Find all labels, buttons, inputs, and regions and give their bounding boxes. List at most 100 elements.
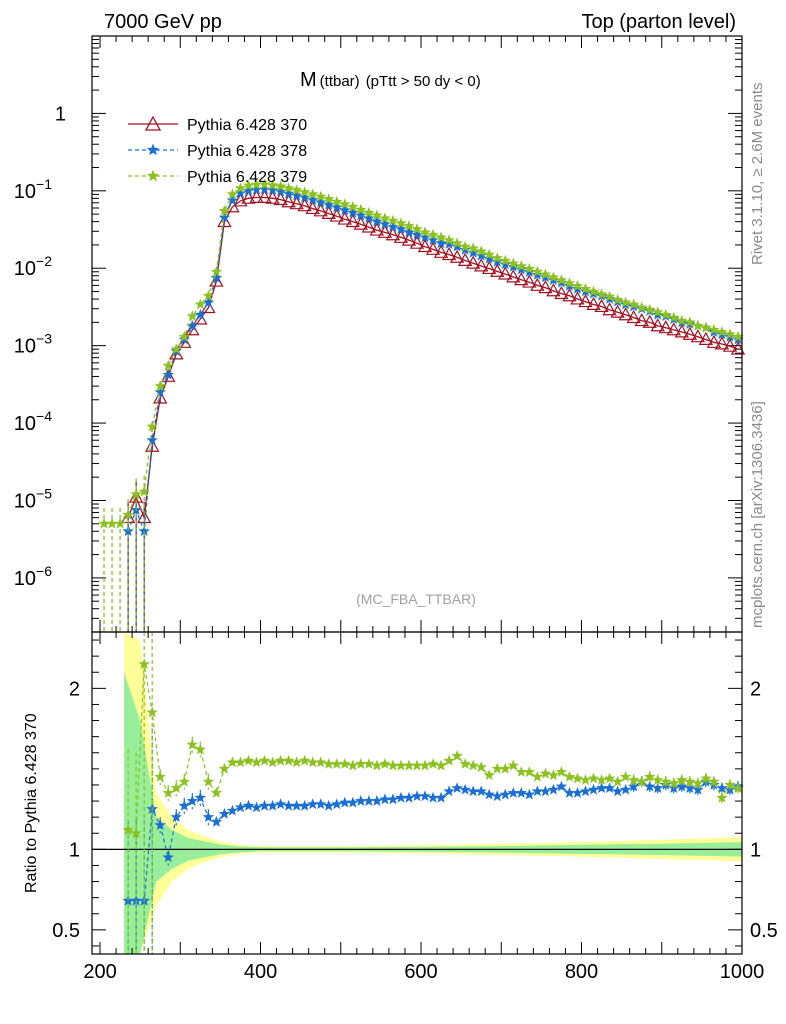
ratio-point-star: [619, 783, 632, 795]
main-point-star: [114, 517, 126, 529]
main-point-star: [178, 330, 190, 342]
main-point-star: [339, 204, 351, 216]
main-point-triangle: [514, 271, 529, 286]
main-point-triangle: [385, 227, 401, 241]
main-point-star: [186, 319, 198, 331]
main-point-star: [331, 201, 343, 213]
ratio-point-star: [668, 777, 680, 789]
ratio-y-tick-label: 1: [69, 839, 80, 861]
main-point-star: [708, 323, 720, 335]
main-point-star: [684, 316, 696, 328]
ratio-point-star: [644, 780, 656, 792]
main-point-triangle: [393, 229, 409, 243]
main-point-triangle: [650, 318, 665, 332]
main-point-star: [483, 252, 495, 264]
main-point-triangle: [305, 200, 320, 215]
ratio-point-star: [242, 799, 255, 811]
ratio-point-star: [459, 783, 471, 795]
main-point-star: [419, 231, 431, 243]
main-y-tick-base: 10: [14, 181, 36, 203]
main-point-star: [523, 266, 536, 277]
ratio-point-star: [226, 756, 239, 768]
ratio-point-star: [226, 804, 239, 816]
main-point-star: [499, 258, 511, 270]
main-point-star: [571, 280, 584, 291]
main-point-triangle: [522, 274, 537, 288]
ratio-point-star: [234, 756, 247, 768]
main-y-tick-base: 1: [55, 103, 66, 125]
ratio-series-1: [122, 632, 744, 954]
side-label-lower: mcplots.cern.ch [arXiv:1306.3436]: [749, 401, 766, 628]
main-point-star: [515, 263, 527, 275]
ratio-point-star: [539, 785, 552, 797]
main-y-tick-label: 10−4: [14, 408, 52, 435]
main-point-star: [467, 246, 479, 258]
main-point-star: [483, 248, 495, 260]
ratio-point-star: [603, 772, 616, 784]
main-point-triangle: [441, 246, 457, 261]
main-series-line: [127, 196, 739, 518]
ratio-point-star: [435, 759, 447, 771]
ratio-point-star: [339, 758, 351, 769]
ratio-point-star: [716, 782, 728, 793]
ratio-point-star: [547, 783, 560, 795]
main-point-star: [499, 254, 511, 266]
main-point-star: [298, 191, 311, 203]
main-point-star: [242, 184, 255, 196]
main-y-tick-label: 10−2: [14, 253, 52, 280]
legend: Pythia 6.428 370 Pythia 6.428 378 Pythia…: [128, 115, 307, 186]
ratio-point-star: [491, 762, 503, 774]
main-y-tick-label: 10−1: [14, 176, 52, 203]
ratio-point-star: [443, 785, 455, 797]
main-point-star: [210, 271, 223, 283]
ratio-point-star: [282, 754, 295, 766]
ratio-point-star: [363, 795, 375, 806]
main-point-star: [274, 180, 287, 192]
ratio-point-star: [644, 770, 656, 782]
main-point-star: [242, 179, 255, 191]
main-point-star: [547, 271, 560, 283]
header-left: 7000 GeV pp: [104, 11, 222, 33]
main-point-star: [531, 268, 544, 280]
main-point-star: [539, 268, 552, 280]
ratio-point-star: [266, 756, 279, 768]
main-point-star: [331, 195, 343, 207]
main-point-triangle: [586, 296, 601, 310]
main-point-star: [660, 308, 672, 320]
main-y-tick-labels: 110−110−210−310−410−510−6: [14, 103, 66, 589]
main-point-star: [467, 242, 479, 254]
main-point-star: [130, 488, 142, 500]
main-series-0: [120, 189, 746, 632]
main-point-star: [186, 310, 198, 322]
main-point-star: [138, 485, 150, 497]
main-point-star: [218, 204, 231, 216]
main-point-triangle: [618, 307, 633, 321]
main-point-triangle: [682, 326, 698, 340]
main-point-triangle: [714, 336, 730, 350]
main-point-star: [298, 186, 311, 198]
ratio-series-layer: [122, 632, 744, 954]
main-point-triangle: [506, 269, 521, 283]
main-y-tick-base: 10: [14, 336, 36, 358]
main-point-star: [403, 220, 415, 231]
ratio-axis-ticks: [92, 632, 743, 954]
main-point-triangle: [642, 314, 657, 328]
main-point-star: [202, 296, 215, 308]
main-point-triangle: [658, 320, 673, 334]
main-point-star: [619, 296, 632, 308]
main-y-tick-label: 10−6: [14, 563, 52, 590]
ratio-point-star: [290, 756, 303, 768]
ratio-point-star: [507, 787, 519, 798]
main-point-triangle: [674, 324, 689, 338]
ratio-point-star: [555, 780, 568, 792]
x-tick-label: 800: [565, 961, 598, 983]
ratio-point-star: [660, 775, 672, 787]
main-point-triangle: [321, 205, 336, 219]
ratio-point-star: [467, 759, 479, 771]
main-point-star: [724, 328, 736, 340]
ratio-point-star: [403, 791, 415, 803]
ratio-point-star: [692, 777, 704, 789]
ratio-point-star: [258, 754, 271, 766]
ratio-point-star: [355, 795, 367, 806]
